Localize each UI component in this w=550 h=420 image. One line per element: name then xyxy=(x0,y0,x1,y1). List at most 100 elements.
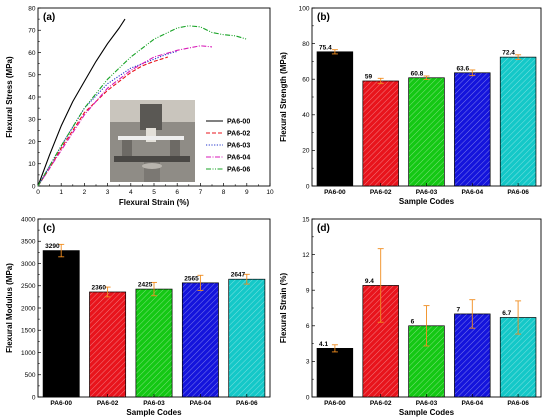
legend-label: PA6-04 xyxy=(227,155,250,162)
inset-upper-clamp xyxy=(140,104,162,130)
x-axis-label: Flexural Strain (%) xyxy=(119,198,190,207)
y-tick-label: 60 xyxy=(28,50,36,57)
data-label: 59 xyxy=(365,73,373,80)
x-tick-label: 3 xyxy=(106,189,110,196)
y-tick-label: 15 xyxy=(302,216,310,223)
inset-right-support xyxy=(170,140,180,156)
y-tick-label: 1500 xyxy=(21,328,36,335)
x-tick-label: PA6-04 xyxy=(462,400,484,407)
y-axis-label: Flexural Modulus (MPa) xyxy=(5,263,14,353)
data-label: 60.8 xyxy=(411,70,424,77)
y-tick-label: 3000 xyxy=(21,261,36,268)
series-line xyxy=(37,18,126,187)
x-axis-label: Sample Codes xyxy=(126,408,182,417)
chart-d: 0 3 6 9 12 15 Flexural Strain (%) 4.1 PA6-00 9.4 P… xyxy=(279,216,542,417)
bar xyxy=(454,72,491,187)
x-axis-label: Sample Codes xyxy=(399,197,455,206)
y-tick-label: 3 xyxy=(306,359,310,366)
series-line xyxy=(37,50,178,187)
y-tick-label: 6 xyxy=(306,323,310,330)
x-tick-label: PA6-02 xyxy=(370,400,392,407)
x-tick-label: PA6-06 xyxy=(507,189,529,196)
inset-lower-disc xyxy=(142,163,162,169)
y-tick-label: 0 xyxy=(32,394,36,401)
data-label: 75.4 xyxy=(319,44,332,51)
x-tick-label: 1 xyxy=(59,189,63,196)
bar xyxy=(135,288,173,398)
y-tick-label: 10 xyxy=(28,161,36,168)
inset-base-plate xyxy=(114,156,190,162)
y-tick-label: 1000 xyxy=(21,350,36,357)
x-axis-label: Sample Codes xyxy=(399,408,455,417)
panel-label: (b) xyxy=(317,12,330,23)
x-tick-label: PA6-02 xyxy=(97,400,119,407)
y-tick-label: 80 xyxy=(28,5,36,12)
data-label: 6.7 xyxy=(502,310,511,317)
y-tick-label: 70 xyxy=(28,28,36,35)
y-tick-label: 500 xyxy=(25,372,36,379)
data-label: 3290 xyxy=(45,243,60,250)
x-tick-label: 5 xyxy=(152,189,156,196)
x-tick-label: PA6-00 xyxy=(324,400,346,407)
data-label: 4.1 xyxy=(319,341,328,348)
panel-label: (a) xyxy=(43,12,55,23)
data-label: 2425 xyxy=(138,282,153,289)
y-tick-label: 2000 xyxy=(21,305,36,312)
y-axis-label: Flexural Strength (MPa) xyxy=(279,52,288,142)
bar xyxy=(316,51,354,187)
y-axis-label: Flexural Stress (MPa) xyxy=(5,56,14,138)
chart-c: 0 500 1000 1500 2000 2500 3000 3500 4000 Flexural… xyxy=(5,216,271,417)
bar xyxy=(316,347,354,398)
x-tick-label: 4 xyxy=(129,189,133,196)
y-tick-label: 3500 xyxy=(21,239,36,246)
y-tick-label: 0 xyxy=(306,183,310,190)
data-label: 6 xyxy=(411,318,415,325)
x-tick-label: PA6-03 xyxy=(416,400,438,407)
series-line xyxy=(37,56,169,187)
x-tick-label: 6 xyxy=(175,189,179,196)
x-tick-label: 8 xyxy=(222,189,226,196)
x-tick-label: PA6-03 xyxy=(416,189,438,196)
legend-label: PA6-02 xyxy=(227,131,250,138)
bar xyxy=(228,278,266,398)
bar xyxy=(408,77,445,187)
data-label: 9.4 xyxy=(365,278,374,285)
bar xyxy=(42,250,80,398)
y-tick-label: 50 xyxy=(28,72,36,79)
inset-specimen xyxy=(118,136,184,140)
data-label: 7 xyxy=(456,306,460,313)
y-tick-label: 9 xyxy=(306,288,310,295)
y-axis-label: Flexural Strain (%) xyxy=(279,273,288,344)
y-tick-label: 12 xyxy=(302,252,310,259)
x-tick-label: PA6-04 xyxy=(462,189,484,196)
bar xyxy=(499,56,537,187)
bar xyxy=(362,80,399,187)
chart-a: 0 1 2 3 4 5 6 7 8 9 10 Flexural Strain (%) 0 10 20 30 40… xyxy=(5,5,274,207)
legend-label: PA6-03 xyxy=(227,143,250,150)
legend-label: PA6-00 xyxy=(227,119,250,126)
bar xyxy=(181,282,219,398)
inset-loading-nose xyxy=(146,128,156,142)
y-tick-label: 30 xyxy=(28,117,36,124)
panel-label: (c) xyxy=(43,223,55,234)
legend: PA6-00 PA6-02 PA6-03 PA6-04 PA6-06 xyxy=(206,119,250,174)
data-label: 2360 xyxy=(92,284,107,291)
x-tick-label: PA6-04 xyxy=(190,400,212,407)
x-tick-label: PA6-06 xyxy=(507,400,529,407)
y-tick-label: 0 xyxy=(32,183,36,190)
x-tick-label: PA6-00 xyxy=(50,400,72,407)
y-tick-label: 0 xyxy=(306,394,310,401)
y-tick-label: 40 xyxy=(28,94,36,101)
y-tick-label: 40 xyxy=(302,112,310,119)
legend-label: PA6-06 xyxy=(227,167,250,174)
y-tick-label: 100 xyxy=(299,5,310,12)
x-tick-label: 2 xyxy=(83,189,87,196)
y-tick-label: 60 xyxy=(302,77,310,84)
y-tick-label: 2500 xyxy=(21,283,36,290)
y-tick-label: 80 xyxy=(302,41,310,48)
bar xyxy=(89,291,127,398)
y-tick-label: 20 xyxy=(28,139,36,146)
data-label: 2565 xyxy=(184,275,199,282)
x-tick-label: 9 xyxy=(245,189,249,196)
panel-label: (d) xyxy=(317,223,330,234)
